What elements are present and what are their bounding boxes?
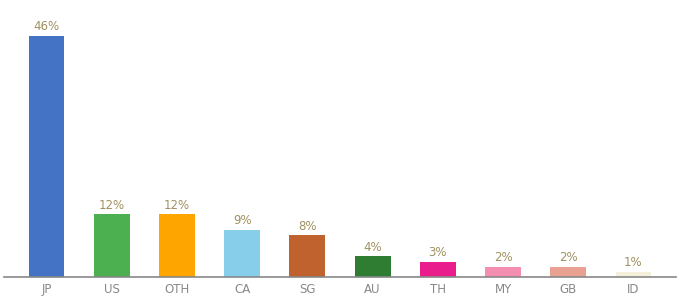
Bar: [29, 36, 65, 277]
Text: 2%: 2%: [559, 251, 577, 264]
Bar: [355, 256, 390, 277]
Bar: [94, 214, 130, 277]
Text: 8%: 8%: [298, 220, 317, 232]
Bar: [485, 267, 521, 277]
Text: 3%: 3%: [428, 246, 447, 259]
Text: 1%: 1%: [624, 256, 643, 269]
Bar: [290, 235, 325, 277]
Bar: [224, 230, 260, 277]
Text: 9%: 9%: [233, 214, 252, 227]
Text: 46%: 46%: [33, 20, 60, 33]
Bar: [615, 272, 651, 277]
Text: 12%: 12%: [99, 199, 125, 212]
Text: 2%: 2%: [494, 251, 512, 264]
Bar: [159, 214, 195, 277]
Text: 12%: 12%: [164, 199, 190, 212]
Text: 4%: 4%: [363, 241, 382, 254]
Bar: [420, 262, 456, 277]
Bar: [550, 267, 586, 277]
